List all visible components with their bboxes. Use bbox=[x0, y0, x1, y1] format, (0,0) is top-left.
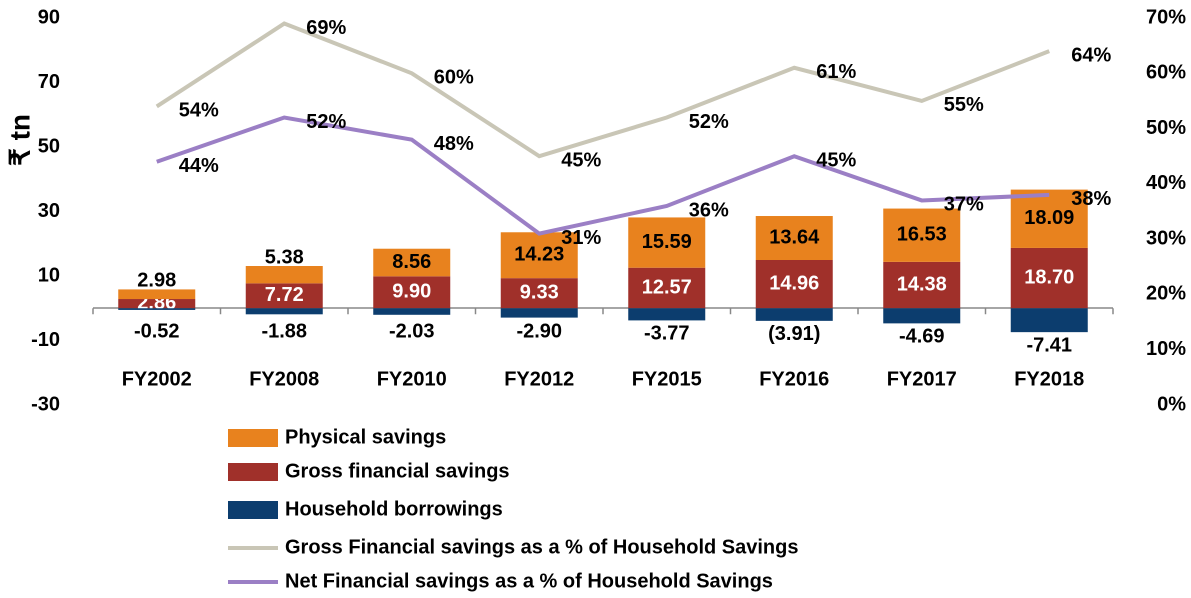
legend-label: Gross financial savings bbox=[285, 460, 510, 482]
line-value-label: 37% bbox=[944, 194, 984, 216]
line-value-label: 48% bbox=[434, 133, 474, 155]
bar-segment bbox=[883, 261, 961, 309]
bar-value-label: (3.91) bbox=[768, 323, 820, 345]
bar-value-label: -1.88 bbox=[261, 320, 307, 342]
bar-value-label: 14.38 bbox=[897, 273, 947, 295]
line-value-label: 60% bbox=[434, 67, 474, 89]
line-value-label: 61% bbox=[816, 61, 856, 83]
bar-value-label: 18.09 bbox=[1024, 207, 1074, 229]
x-tick-label: FY2008 bbox=[249, 368, 319, 390]
bar-segment bbox=[500, 232, 578, 279]
line-value-label: 54% bbox=[179, 100, 219, 122]
bar-value-label: 13.64 bbox=[769, 226, 820, 248]
bar-segment bbox=[118, 299, 196, 309]
bar-value-label: 8.56 bbox=[392, 251, 431, 273]
bar-value-label: 15.59 bbox=[642, 231, 692, 253]
bar-segment bbox=[118, 308, 196, 310]
bar-segment bbox=[118, 289, 196, 300]
bar-segment bbox=[755, 260, 833, 309]
bar-value-label: 9.90 bbox=[392, 281, 431, 303]
y2-tick-label: 0% bbox=[1157, 393, 1186, 415]
line-value-label: 52% bbox=[306, 111, 346, 133]
bar-segment bbox=[755, 308, 833, 321]
bar-segment bbox=[373, 276, 451, 309]
x-tick-label: FY2012 bbox=[504, 368, 574, 390]
line-value-label: 52% bbox=[689, 111, 729, 133]
bar-value-label: 9.33 bbox=[520, 281, 559, 303]
y2-tick-label: 50% bbox=[1146, 117, 1186, 139]
bar-segment bbox=[1010, 308, 1088, 333]
line-value-label: 55% bbox=[944, 94, 984, 116]
y2-tick-label: 30% bbox=[1146, 227, 1186, 249]
y-tick-label: -10 bbox=[31, 329, 60, 351]
legend-swatch bbox=[228, 463, 278, 481]
bar-segment bbox=[245, 266, 323, 284]
legend-label: Physical savings bbox=[285, 426, 446, 448]
line-value-label: 44% bbox=[179, 155, 219, 177]
x-tick-label: FY2002 bbox=[122, 368, 192, 390]
bar-value-label: -0.52 bbox=[134, 320, 180, 342]
bar-value-label: 5.38 bbox=[265, 246, 304, 268]
bar-segment bbox=[1010, 189, 1088, 248]
bar-value-label: -2.90 bbox=[516, 320, 562, 342]
x-tick-label: FY2017 bbox=[887, 368, 957, 390]
x-tick-label: FY2018 bbox=[1014, 368, 1084, 390]
legend-label: Household borrowings bbox=[285, 498, 503, 520]
bar-segment bbox=[883, 208, 961, 262]
bar-value-label: 18.70 bbox=[1024, 266, 1074, 288]
bar-segment bbox=[628, 217, 706, 268]
x-tick-label: FY2010 bbox=[377, 368, 447, 390]
line-value-label: 45% bbox=[816, 149, 856, 171]
y-tick-label: 90 bbox=[38, 6, 60, 28]
y2-tick-label: 70% bbox=[1146, 6, 1186, 28]
y-tick-label: 70 bbox=[38, 71, 60, 93]
line-value-label: 36% bbox=[689, 199, 729, 221]
bar-value-label: -3.77 bbox=[644, 323, 690, 345]
bar-segment bbox=[500, 278, 578, 309]
line bbox=[156, 115, 1050, 236]
y2-tick-label: 60% bbox=[1146, 62, 1186, 84]
y2-tick-label: 20% bbox=[1146, 283, 1186, 305]
x-tick-label: FY2016 bbox=[759, 368, 829, 390]
legend-swatch bbox=[228, 429, 278, 447]
bar-segment bbox=[755, 216, 833, 261]
bar-value-label: 7.72 bbox=[265, 284, 304, 306]
y-tick-label: -30 bbox=[31, 393, 60, 415]
bar-value-label: -4.69 bbox=[899, 326, 945, 348]
bar-segment bbox=[1010, 247, 1088, 309]
y-axis-title: ₹ tn bbox=[4, 114, 35, 166]
legend-label: Net Financial savings as a % of Househol… bbox=[285, 570, 773, 592]
line-value-label: 38% bbox=[1071, 188, 1111, 210]
y-tick-label: 50 bbox=[38, 135, 60, 157]
y2-tick-label: 40% bbox=[1146, 172, 1186, 194]
bar-value-label: 16.53 bbox=[897, 224, 947, 246]
y-tick-label: 30 bbox=[38, 200, 60, 222]
line-value-label: 45% bbox=[561, 149, 601, 171]
bar-segment bbox=[500, 308, 578, 318]
line bbox=[155, 21, 1050, 159]
bar-value-label: 2.98 bbox=[137, 270, 176, 292]
bar-value-label: 12.57 bbox=[642, 276, 692, 298]
line-value-label: 31% bbox=[561, 227, 601, 249]
bar-segment bbox=[245, 308, 323, 315]
bar-segment bbox=[245, 283, 323, 309]
bar-segment bbox=[628, 308, 706, 321]
y-tick-label: 10 bbox=[38, 264, 60, 286]
bar-segment bbox=[883, 308, 961, 324]
bar-value-label: 14.96 bbox=[769, 272, 819, 294]
x-tick-label: FY2015 bbox=[632, 368, 702, 390]
bar-segment bbox=[373, 248, 451, 277]
legend-swatch bbox=[228, 501, 278, 519]
bar-segment bbox=[628, 267, 706, 309]
line-value-label: 64% bbox=[1071, 44, 1111, 66]
legend-label: Gross Financial savings as a % of Househ… bbox=[285, 536, 799, 558]
line-value-label: 69% bbox=[306, 17, 346, 39]
y2-tick-label: 10% bbox=[1146, 338, 1186, 360]
bar-value-label: 14.23 bbox=[514, 243, 564, 265]
bar-segment bbox=[373, 308, 451, 315]
bar-value-label: -7.41 bbox=[1026, 334, 1072, 356]
bar-value-label: -2.03 bbox=[389, 320, 435, 342]
